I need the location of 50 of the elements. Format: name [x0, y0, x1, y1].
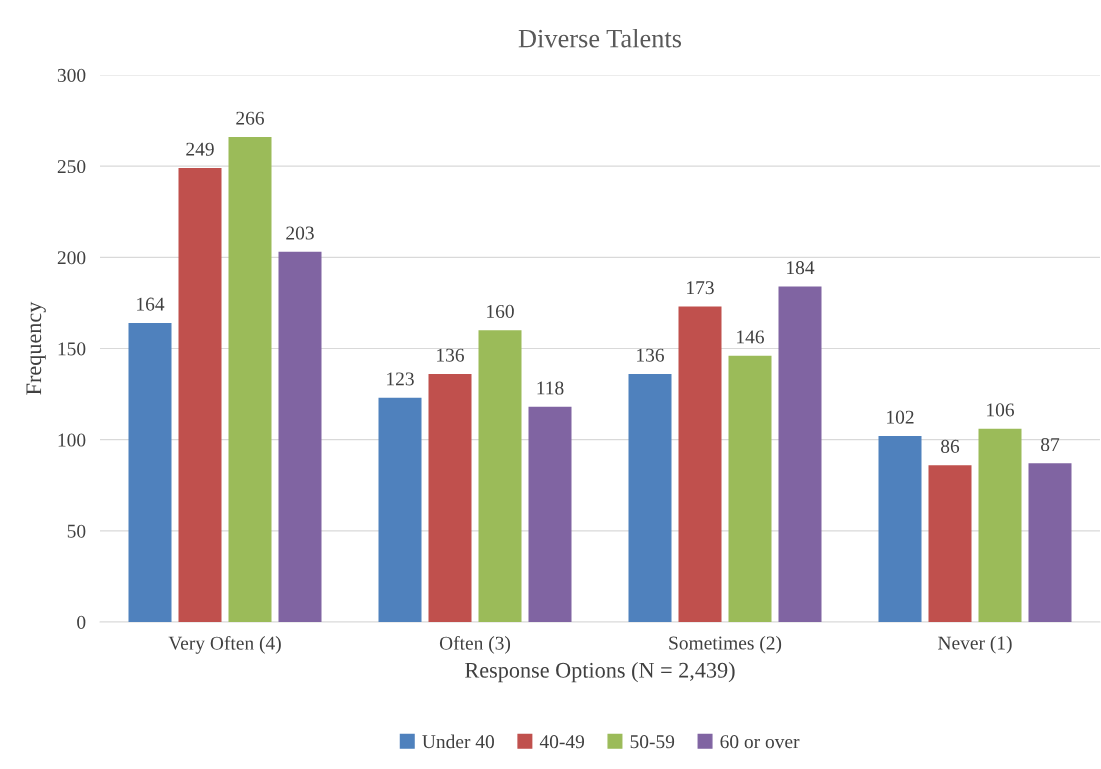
bar	[228, 136, 272, 622]
data-label: 136	[637, 348, 664, 362]
legend-label: 40-49	[539, 735, 585, 749]
legend-label: 50-59	[630, 735, 675, 749]
data-label: 164	[137, 297, 165, 311]
data-label: 203	[286, 226, 314, 240]
data-label: 266	[236, 111, 264, 125]
data-label: 173	[687, 281, 714, 295]
bar	[728, 355, 772, 622]
data-label: 146	[737, 330, 764, 344]
y-tick-label: 300	[57, 68, 86, 82]
y-tick-label: 0	[77, 615, 86, 629]
y-tick-label: 50	[67, 524, 86, 538]
data-label: 123	[387, 372, 414, 386]
data-label: 118	[537, 381, 564, 395]
bar	[978, 428, 1022, 622]
chart-title: Diverse Talents	[518, 28, 682, 48]
legend-label: 60 or over	[720, 735, 800, 749]
bar	[628, 374, 672, 622]
x-tick-label: Never (1)	[938, 635, 1012, 654]
data-label: 86	[941, 439, 960, 453]
bar	[778, 286, 822, 622]
data-label: 87	[1041, 437, 1060, 452]
data-label: 136	[437, 348, 464, 362]
bar	[878, 436, 922, 622]
bar	[928, 465, 972, 622]
x-tick-label: Often (3)	[439, 635, 511, 654]
bar	[528, 406, 572, 622]
y-tick-label: 150	[58, 342, 86, 356]
bar	[1028, 463, 1072, 622]
y-tick-label: 200	[57, 251, 86, 265]
x-axis-title: Response Options (N = 2,439)	[465, 662, 735, 683]
legend-label: Under 40	[422, 734, 494, 749]
data-label: 160	[487, 304, 514, 318]
bar	[478, 330, 522, 622]
data-label: 249	[186, 142, 214, 156]
x-tick-label: Sometimes (2)	[669, 635, 782, 654]
data-label: 102	[887, 410, 914, 424]
bar	[678, 306, 722, 622]
bar	[178, 167, 222, 622]
bar	[128, 322, 172, 622]
bar	[278, 251, 322, 622]
x-tick-label: Very Often (4)	[168, 635, 281, 654]
data-label: 184	[787, 261, 815, 275]
y-axis-title: Frequency	[26, 301, 46, 395]
data-label: 106	[987, 403, 1014, 417]
bar	[378, 397, 422, 622]
bar	[428, 374, 472, 622]
y-tick-label: 250	[57, 159, 86, 174]
y-tick-label: 100	[58, 433, 86, 447]
